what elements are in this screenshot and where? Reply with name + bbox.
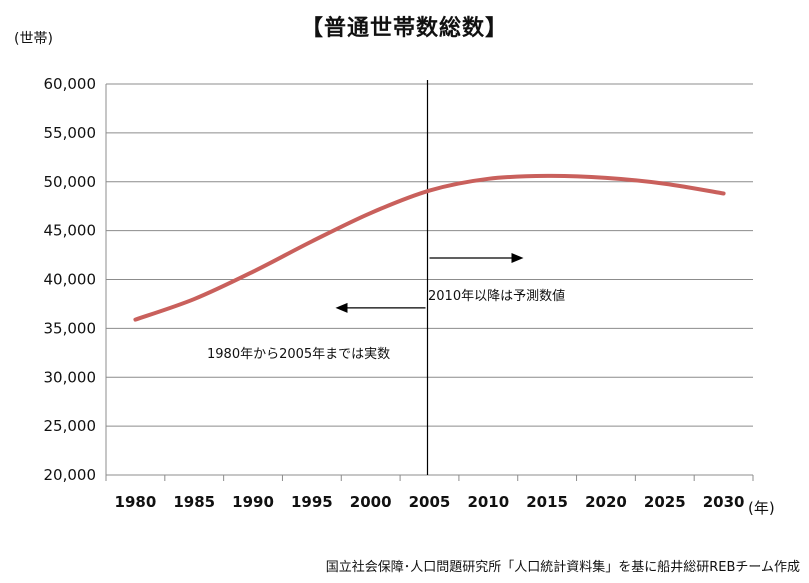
x-tick-label: 2020 xyxy=(585,493,627,511)
left-arrow-head xyxy=(335,302,348,313)
y-axis-ticks: 20,000 25,000 30,000 35,000 40,000 45,000 50,0… xyxy=(44,75,97,484)
right-arrow-head xyxy=(511,252,524,263)
actual-annotation: 1980年から2005年までは実数 xyxy=(207,347,391,362)
x-axis-ticks: 1980 1985 1990 1995 2000 2005 2010 2015 2020 2025… xyxy=(115,493,745,511)
x-axis-unit-label: (年) xyxy=(748,499,775,517)
y-tick-label: 30,000 xyxy=(44,368,97,386)
x-tick-label: 1990 xyxy=(232,493,274,511)
x-tick-label: 1980 xyxy=(115,493,157,511)
x-tick-label: 2000 xyxy=(350,493,392,511)
y-tick-label: 60,000 xyxy=(44,75,97,93)
x-tick-label: 2030 xyxy=(703,493,745,511)
x-tick-label: 1985 xyxy=(173,493,215,511)
source-note: 国立社会保障･人口問題研究所「人口統計資料集」を基に船井総研REBチーム作成 xyxy=(325,560,800,575)
y-axis-unit-label: (世帯) xyxy=(14,31,53,47)
y-tick-label: 55,000 xyxy=(44,124,97,142)
x-tick-label: 2005 xyxy=(409,493,451,511)
grid-lines xyxy=(105,83,754,481)
y-tick-label: 20,000 xyxy=(44,466,97,484)
chart-title: 【普通世帯数総数】 xyxy=(300,16,508,41)
forecast-annotation: 2010年以降は予測数値 xyxy=(428,289,566,304)
y-tick-label: 50,000 xyxy=(44,173,97,191)
x-tick-label: 2015 xyxy=(526,493,568,511)
x-tick-label: 2025 xyxy=(644,493,686,511)
y-tick-label: 45,000 xyxy=(44,222,97,240)
y-tick-label: 40,000 xyxy=(44,271,97,289)
annotation-arrows xyxy=(335,252,524,313)
series-line xyxy=(133,173,726,322)
series-group xyxy=(133,173,726,322)
y-tick-label: 35,000 xyxy=(44,319,97,337)
x-tick-label: 2010 xyxy=(467,493,509,511)
x-tick-label: 1995 xyxy=(291,493,333,511)
y-tick-label: 25,000 xyxy=(44,417,97,435)
